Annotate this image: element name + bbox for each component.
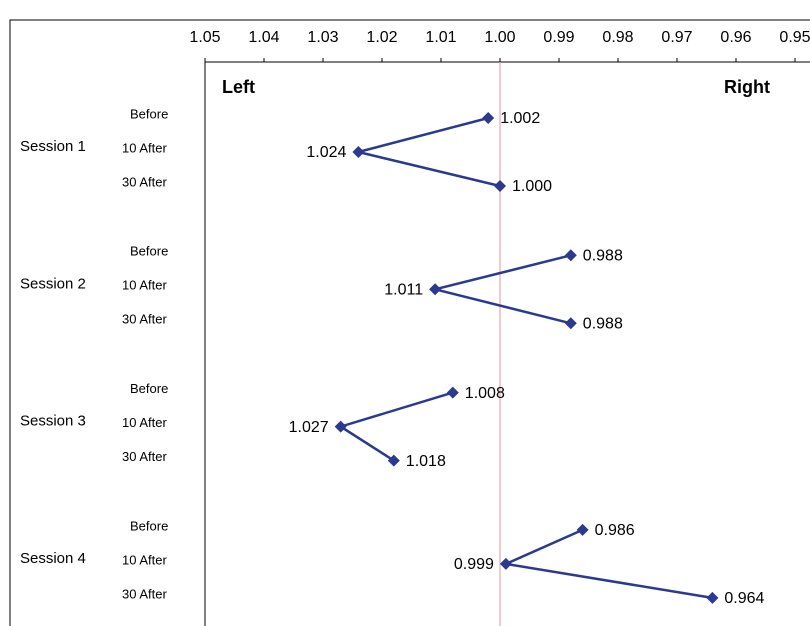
data-point: [446, 386, 459, 399]
data-point: [564, 249, 577, 262]
data-point: [564, 317, 577, 330]
x-tick-label: 0.99: [543, 29, 574, 46]
annotation-right: Right: [724, 77, 770, 97]
data-point: [499, 557, 512, 570]
x-tick-label: 1.01: [425, 29, 456, 46]
x-tick-label: 1.02: [366, 29, 397, 46]
data-label: 1.002: [500, 110, 540, 127]
data-point: [429, 283, 442, 296]
data-label: 1.027: [289, 419, 329, 436]
data-point: [482, 112, 495, 124]
data-label: 0.986: [595, 522, 635, 539]
data-point: [494, 180, 506, 192]
category-label: 30 After: [122, 449, 167, 464]
x-tick-label: 0.98: [602, 29, 633, 46]
series-label: Session 4: [20, 550, 86, 567]
category-label: Before: [130, 244, 168, 259]
category-label: 30 After: [122, 586, 167, 601]
x-tick-label: 0.96: [720, 29, 751, 46]
data-point: [706, 591, 719, 604]
data-point: [387, 454, 400, 467]
data-label: 0.988: [583, 316, 623, 333]
annotation-left: Left: [222, 77, 255, 97]
data-label: 0.999: [454, 556, 494, 573]
series-line: [337, 391, 454, 462]
x-tick-label: 1.03: [307, 29, 338, 46]
category-label: 30 After: [122, 312, 167, 327]
data-label: 1.000: [512, 178, 552, 195]
series-line: [434, 254, 572, 325]
data-point: [352, 146, 365, 158]
data-label: 1.018: [406, 453, 446, 470]
x-tick-label: 0.95: [779, 29, 810, 46]
chart-frame: [9, 19, 810, 626]
x-tick-label: 1.00: [484, 29, 515, 46]
x-tick-label: 1.05: [189, 29, 220, 46]
series-label: Session 3: [20, 413, 86, 430]
series-label: Session 2: [20, 275, 86, 292]
data-label: 1.011: [384, 282, 423, 299]
category-label: Before: [130, 106, 168, 121]
x-tick-label: 1.04: [248, 29, 279, 46]
category-label: Before: [130, 381, 168, 396]
series-line: [358, 116, 501, 188]
data-point: [334, 420, 347, 433]
data-label: 1.008: [465, 385, 505, 402]
category-label: Before: [130, 518, 168, 533]
series-line: [501, 528, 713, 600]
category-label: 10 After: [122, 552, 167, 567]
category-label: 10 After: [122, 415, 167, 430]
category-label: 30 After: [122, 174, 167, 189]
data-point: [576, 523, 589, 536]
x-tick-label: 0.97: [661, 29, 692, 46]
data-label: 0.964: [724, 590, 764, 607]
data-label: 1.024: [306, 144, 346, 161]
category-label: 10 After: [122, 140, 167, 155]
category-label: 10 After: [122, 278, 167, 293]
series-label: Session 1: [20, 138, 86, 155]
data-label: 0.988: [583, 248, 623, 265]
